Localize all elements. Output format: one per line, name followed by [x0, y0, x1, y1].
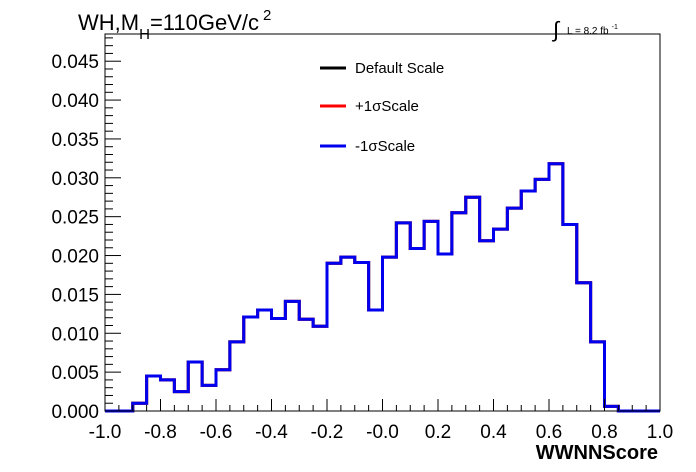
title-rest: =110GeV/c: [150, 10, 259, 35]
y-tick-label: 0.000: [51, 402, 99, 423]
y-tick-label: 0.030: [51, 169, 99, 190]
series-line-2: [105, 162, 660, 413]
x-tick-label: -0.6: [200, 422, 233, 443]
x-tick-label: -0.2: [311, 422, 344, 443]
x-axis-label: WWNNScore: [536, 442, 658, 464]
y-tick-label: 0.010: [51, 324, 99, 345]
axis-layer: -1.0 -0.8 -0.6 -0.4 -0.2 -0.0 0.2 0.4 0.6 0.8 1.0 0…: [51, 37, 673, 443]
lumi-label: L = 8.2 fb -1: [567, 24, 618, 37]
x-tick-label: -1.0: [89, 422, 122, 443]
x-tick-label: 0.4: [480, 422, 507, 443]
y-tick-label: 0.035: [51, 130, 99, 151]
legend-label-2: -1σScale: [355, 138, 415, 155]
legend: Default Scale +1σScale -1σScale: [320, 60, 444, 155]
title-main: WH,M: [78, 10, 139, 35]
x-tick-label: -0.8: [144, 422, 177, 443]
y-tick-label: 0.045: [51, 52, 99, 73]
title-superscript: 2: [263, 7, 271, 24]
y-tick-label: 0.040: [51, 91, 99, 112]
series-layer: [105, 162, 660, 413]
y-tick-label: 0.020: [51, 247, 99, 268]
x-tick-label: 0.8: [591, 422, 617, 443]
x-tick-label: 0.6: [536, 422, 562, 443]
legend-label-1: +1σScale: [355, 98, 419, 115]
y-tick-label: 0.015: [51, 285, 99, 306]
y-tick-label: 0.005: [51, 363, 99, 384]
lumi-integral-symbol: ∫: [551, 17, 561, 42]
x-tick-label: -0.4: [255, 422, 288, 443]
x-tick-label: -0.0: [366, 422, 399, 443]
lumi-superscript: -1: [612, 24, 618, 31]
lumi-text: L = 8.2 fb: [567, 26, 609, 37]
legend-label-0: Default Scale: [355, 60, 444, 77]
x-tick-label: 0.2: [425, 422, 451, 443]
y-tick-label: 0.025: [51, 208, 99, 229]
x-tick-label: 1.0: [647, 422, 673, 443]
